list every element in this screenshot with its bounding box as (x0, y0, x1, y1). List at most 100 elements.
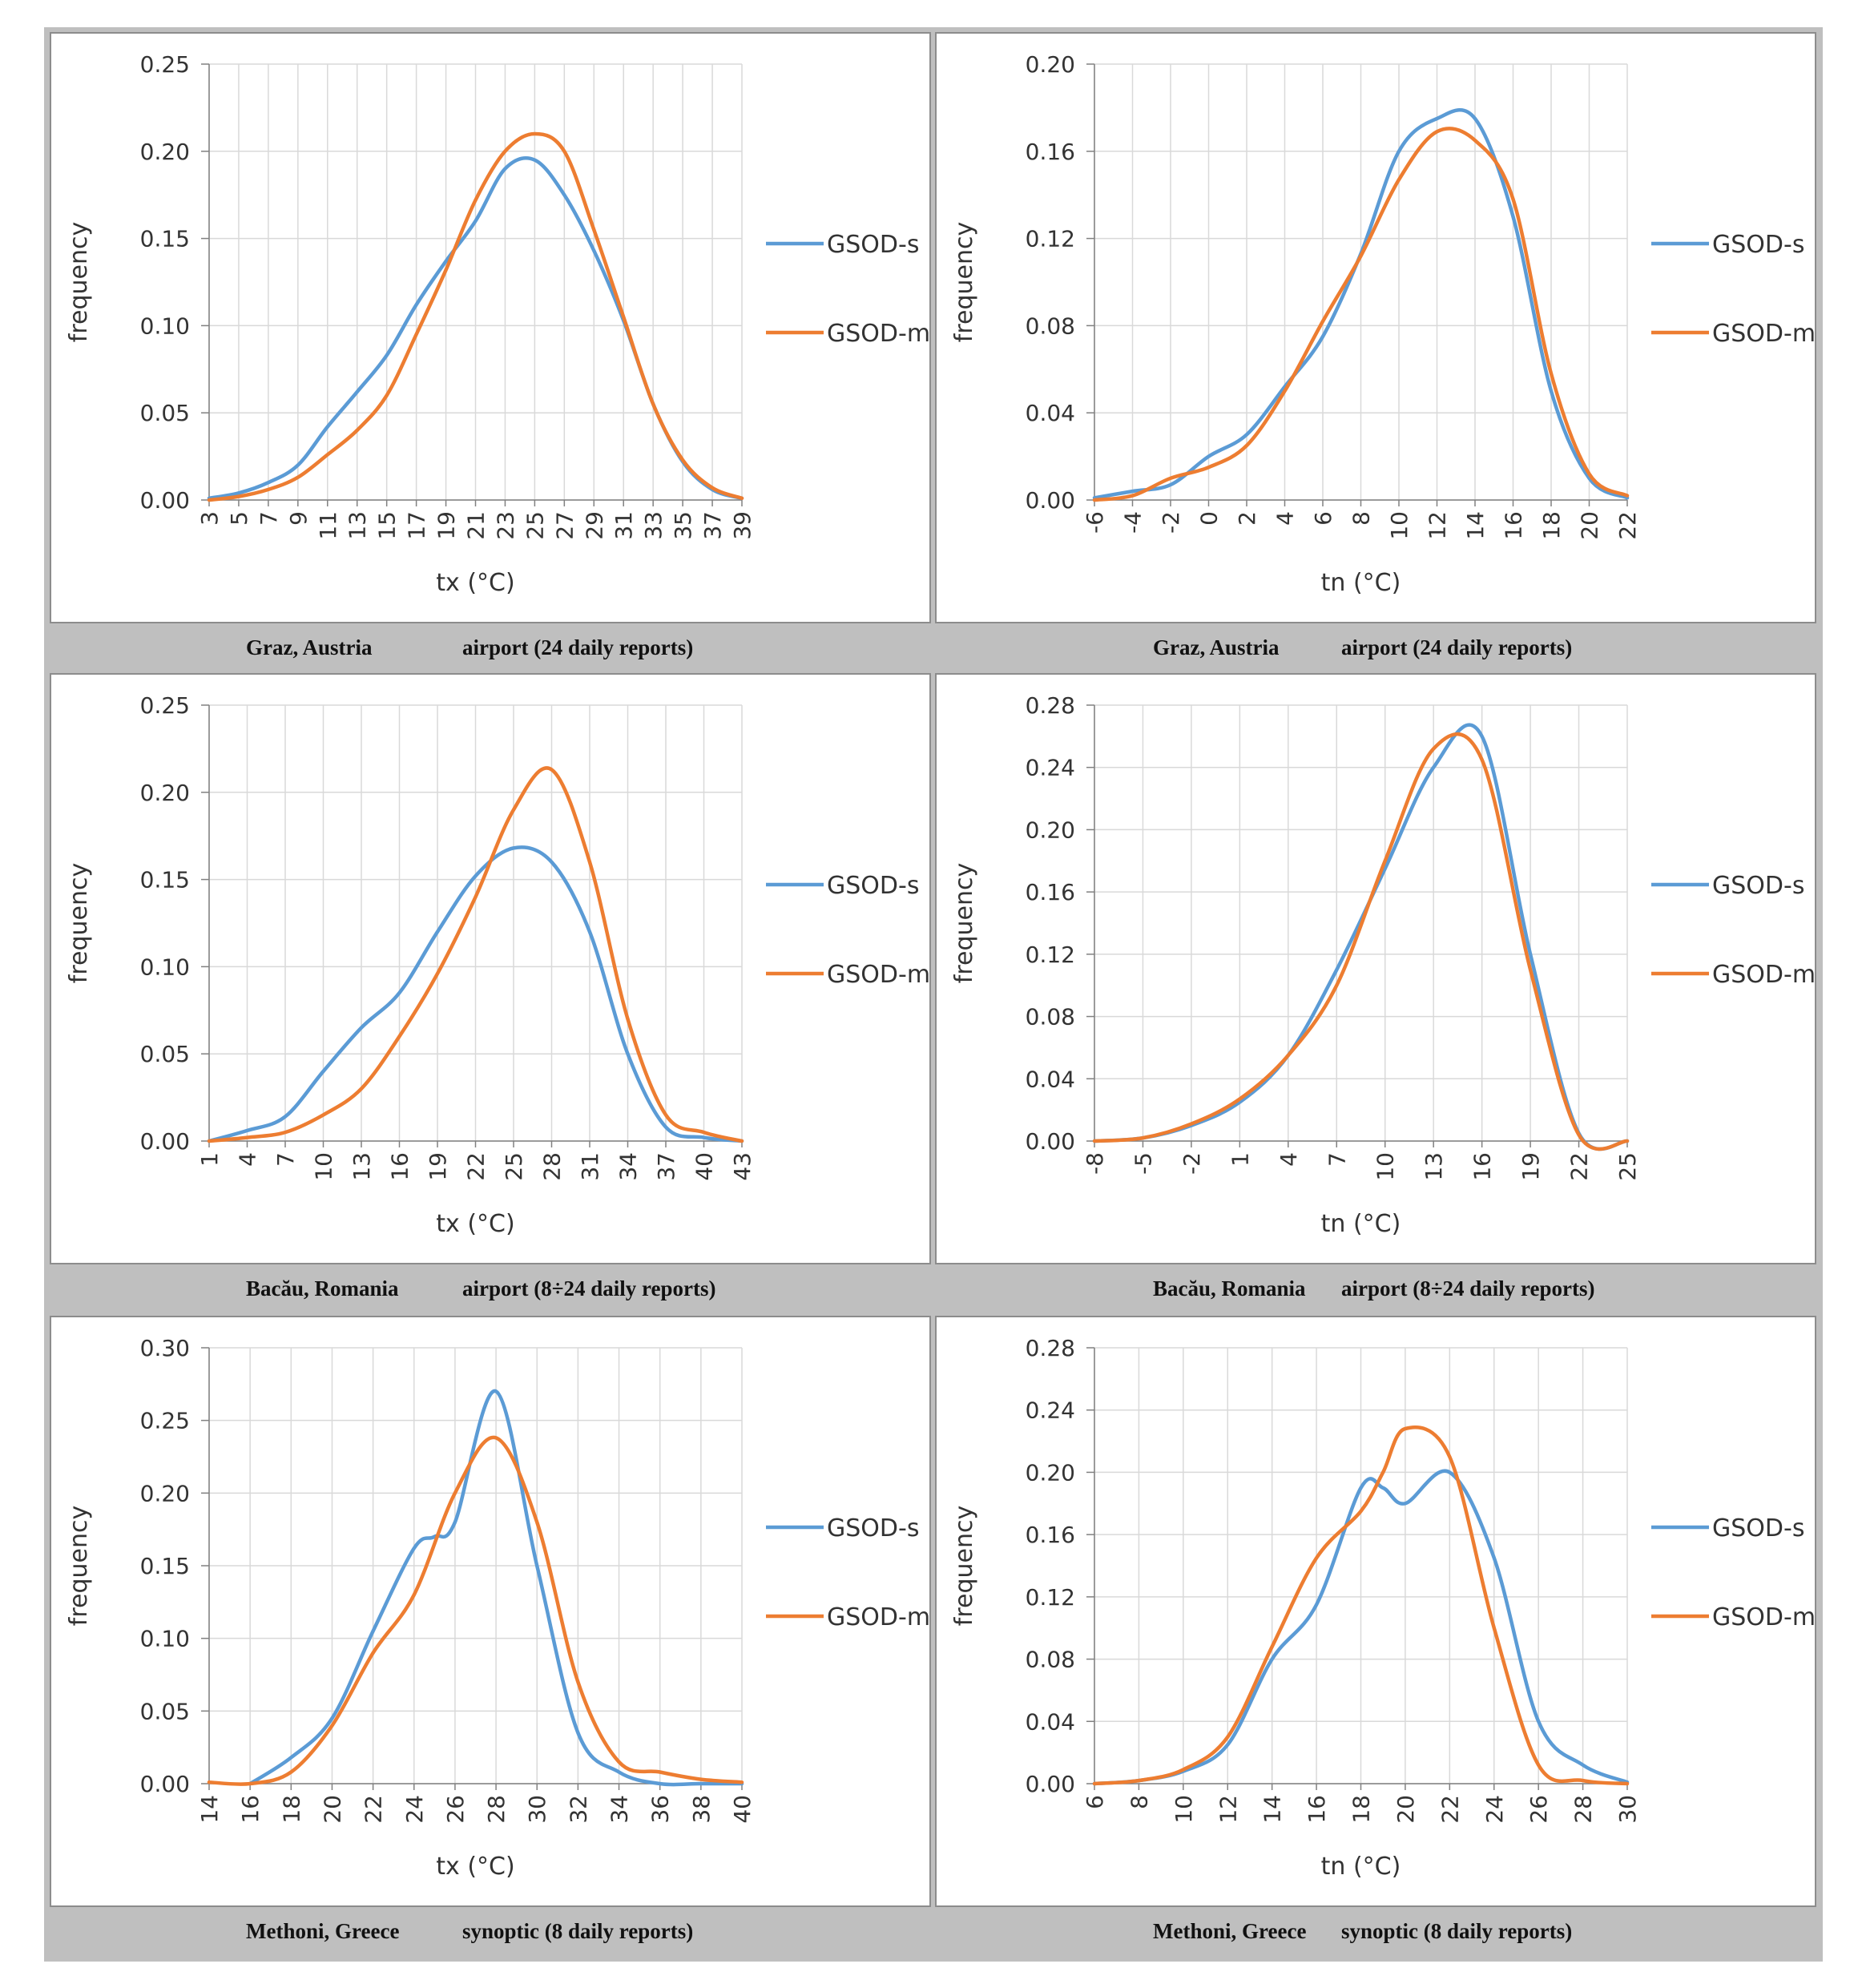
x-tick-label: 4 (235, 1152, 261, 1167)
x-tick-label: -2 (1179, 1152, 1205, 1175)
x-tick-label: 19 (433, 511, 460, 540)
x-tick-label: 22 (1614, 511, 1641, 540)
series-line-gsod-s (207, 845, 744, 1143)
x-tick-label: 23 (492, 511, 518, 540)
x-tick-label: 5 (226, 511, 252, 526)
x-tick-label: 30 (1614, 1795, 1641, 1824)
chart-svg: 0.00 0.04 0.08 0.12 0.16 0.20 0.24 0.28 -8 -5 -2 1 4… (950, 692, 1816, 1238)
caption-station: Bacău, Romania (1153, 1276, 1306, 1300)
y-tick-label: 0.20 (1026, 1459, 1075, 1486)
y-tick-label: 0.16 (1026, 879, 1075, 905)
x-tick-label: 13 (1421, 1152, 1447, 1181)
y-tick-label: 0.24 (1026, 755, 1075, 781)
x-tick-label: 29 (581, 511, 607, 540)
x-tick-label: 4 (1272, 511, 1299, 526)
series-line-gsod-m (1092, 127, 1630, 502)
chart-panel: 0.00 0.04 0.08 0.12 0.16 0.20 -6 -4 -2 0 2 4 6 8 10 12 1… (935, 32, 1816, 623)
caption-station-type: airport (24 daily reports) (1341, 635, 1573, 659)
chart-panel: 0.00 0.05 0.10 0.15 0.20 0.25 0.30 14 16 18 20 22 24… (50, 1316, 931, 1907)
x-tick-label: 35 (670, 511, 696, 540)
y-axis-title: frequency (65, 222, 93, 342)
caption-station-type: airport (8÷24 daily reports) (462, 1276, 716, 1300)
x-tick-label: 6 (1082, 1795, 1108, 1809)
x-tick-label: 12 (1215, 1795, 1241, 1824)
caption-station-type: synoptic (8 daily reports) (462, 1919, 694, 1943)
y-tick-label: 0.04 (1026, 1066, 1075, 1092)
x-tick-label: 6 (1310, 511, 1336, 526)
y-tick-label: 0.12 (1026, 1584, 1075, 1611)
x-tick-label: 2 (1234, 511, 1260, 526)
x-tick-label: 28 (483, 1795, 510, 1824)
x-tick-label: 4 (1276, 1152, 1302, 1167)
y-tick-label: 0.08 (1026, 1004, 1075, 1030)
x-tick-label: 26 (1525, 1795, 1552, 1824)
y-tick-label: 0.00 (140, 487, 190, 514)
x-tick-label: 28 (1570, 1795, 1597, 1824)
x-tick-label: 1 (1227, 1152, 1253, 1167)
x-tick-label: 22 (1437, 1795, 1463, 1824)
x-tick-label: 14 (1259, 1795, 1286, 1824)
x-tick-label: 16 (237, 1795, 264, 1824)
panel-caption: Graz, Austria airport (24 daily reports) (50, 631, 931, 663)
x-tick-label: 40 (729, 1795, 756, 1824)
chart-svg: 0.00 0.05 0.10 0.15 0.20 0.25 1 4 7 10 13 16 19 22 25 2… (65, 692, 930, 1238)
x-tick-label: -2 (1158, 511, 1184, 534)
y-tick-label: 0.05 (140, 1041, 190, 1067)
x-tick-label: 28 (539, 1152, 566, 1181)
x-tick-label: 25 (522, 511, 548, 540)
x-tick-label: 36 (647, 1795, 674, 1824)
y-tick-label: 0.20 (1026, 817, 1075, 843)
x-tick-label: 7 (256, 511, 282, 526)
x-tick-label: 38 (688, 1795, 715, 1824)
y-tick-label: 0.10 (140, 313, 190, 339)
series-line-gsod-m (1092, 1425, 1630, 1786)
caption-station-type: synoptic (8 daily reports) (1341, 1919, 1573, 1943)
legend-label: GSOD-s (827, 1514, 919, 1542)
x-tick-label: 37 (699, 511, 726, 540)
series-line-gsod-m (207, 131, 744, 502)
y-tick-label: 0.20 (140, 139, 190, 165)
chart-panel: 0.00 0.04 0.08 0.12 0.16 0.20 0.24 0.28 6 8 10 12 14… (935, 1316, 1816, 1907)
series-line-gsod-m (207, 766, 744, 1143)
x-tick-label: 22 (361, 1795, 387, 1824)
series-line-gsod-s (1092, 108, 1630, 500)
legend-label: GSOD-s (1712, 231, 1804, 259)
x-tick-label: 34 (607, 1795, 633, 1824)
y-tick-label: 0.15 (140, 1553, 190, 1579)
y-tick-label: 0.00 (140, 1771, 190, 1797)
x-tick-label: 10 (311, 1152, 337, 1181)
x-tick-label: 10 (1386, 511, 1413, 540)
y-tick-label: 0.20 (1026, 51, 1075, 78)
y-tick-label: 0.08 (1026, 313, 1075, 339)
y-tick-label: 0.16 (1026, 139, 1075, 165)
legend-label: GSOD-m (1712, 961, 1816, 989)
x-tick-label: 30 (524, 1795, 550, 1824)
x-tick-label: 12 (1425, 511, 1451, 540)
x-tick-label: 3 (196, 511, 223, 526)
x-tick-label: 9 (285, 511, 312, 526)
x-tick-label: -8 (1082, 1152, 1108, 1175)
x-tick-label: -6 (1082, 511, 1108, 534)
x-tick-label: 0 (1196, 511, 1223, 526)
x-tick-label: 18 (1348, 1795, 1375, 1824)
y-tick-label: 0.25 (140, 692, 190, 719)
x-tick-label: 24 (1481, 1795, 1508, 1824)
chart-panel: 0.00 0.05 0.10 0.15 0.20 0.25 1 4 7 10 13 16 19 22 25 2… (50, 673, 931, 1264)
caption-station: Bacău, Romania (246, 1276, 399, 1300)
x-tick-label: 16 (1501, 511, 1527, 540)
legend-label: GSOD-m (827, 961, 930, 989)
x-tick-label: 8 (1348, 511, 1375, 526)
x-tick-label: 16 (1304, 1795, 1330, 1824)
panel-caption: Graz, Austria airport (24 daily reports) (935, 631, 1816, 663)
y-tick-label: 0.25 (140, 1408, 190, 1434)
x-tick-label: 27 (551, 511, 578, 540)
x-tick-label: -4 (1120, 511, 1147, 534)
x-tick-label: 37 (653, 1152, 679, 1181)
x-tick-label: 18 (278, 1795, 304, 1824)
x-tick-label: 21 (463, 511, 490, 540)
panel-caption: Methoni, Greece synoptic (8 daily reports… (50, 1915, 931, 1947)
x-tick-label: 18 (1538, 511, 1565, 540)
y-tick-label: 0.24 (1026, 1397, 1075, 1424)
x-tick-label: 10 (1372, 1152, 1399, 1181)
caption-station: Methoni, Greece (1153, 1919, 1307, 1943)
